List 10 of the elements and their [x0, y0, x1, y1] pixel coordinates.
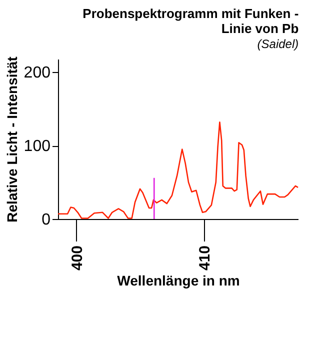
x-axis-title: Wellenlänge in nm [117, 272, 240, 289]
y-tick-label: 0 [42, 212, 51, 228]
y-axis-title: Relative Licht - Intensität [4, 56, 20, 222]
text: Linie von Pb [221, 21, 299, 36]
x-tick-label: 400 [68, 246, 86, 271]
y-tick-label: 200 [24, 64, 51, 82]
x-tick-label: 410 [196, 246, 214, 271]
chart-subtitle: (Saidel) [257, 37, 299, 52]
y-tick-label: 100 [24, 138, 51, 156]
text: Probenspektrogramm mit Funken - [82, 6, 299, 22]
